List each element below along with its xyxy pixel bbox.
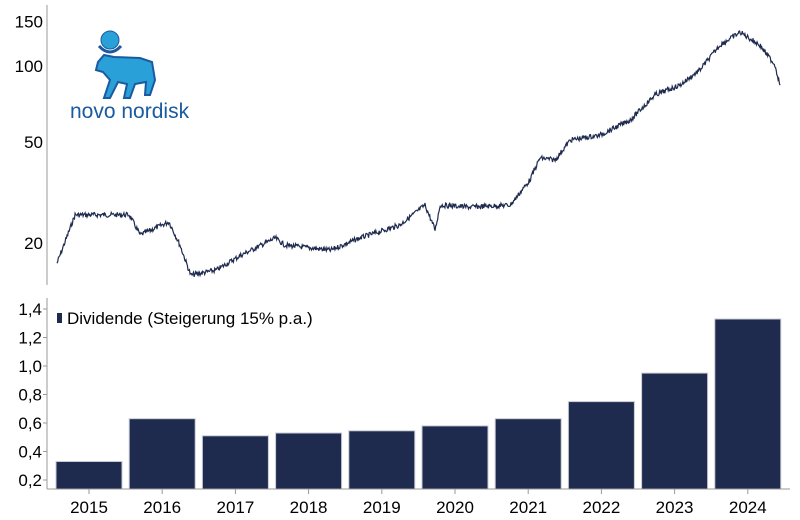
- x-tick-label: 2020: [436, 498, 474, 517]
- bar-2017: [201, 435, 269, 490]
- bar-2023: [641, 372, 709, 490]
- y-tick-label: 1,4: [18, 300, 42, 319]
- x-tick-label: 2016: [143, 498, 181, 517]
- y-tick-label: 150: [15, 12, 43, 31]
- bar-2019: [348, 430, 416, 490]
- novo-nordisk-logo: novo nordisk: [70, 30, 190, 123]
- y-tick-label: 1,0: [18, 357, 42, 376]
- y-tick-label: 0,4: [18, 443, 42, 462]
- bar-2018: [275, 432, 343, 490]
- y-tick-label: 100: [15, 57, 43, 76]
- y-tick-label: 20: [24, 234, 43, 253]
- stock-price-chart: 20 50 100 150: [15, 5, 781, 285]
- bar-2015: [55, 461, 123, 490]
- dividend-bar-chart: 0,2 0,4 0,6 0,8 1,0 1,2 1,4 2015 2016 2017 2018 20…: [18, 298, 790, 517]
- x-tick-label: 2015: [70, 498, 108, 517]
- x-tick-label: 2023: [656, 498, 694, 517]
- legend-swatch: [57, 313, 62, 323]
- y-tick-label: 1,2: [18, 329, 42, 348]
- bar-2024: [714, 318, 782, 490]
- price-line: [56, 30, 781, 278]
- y-tick-label: 0,6: [18, 414, 42, 433]
- x-tick-label: 2019: [363, 498, 401, 517]
- bar-2022: [567, 401, 635, 490]
- bar-2016: [128, 418, 196, 490]
- x-tick-label: 2022: [582, 498, 620, 517]
- legend-label: Dividende (Steigerung 15% p.a.): [67, 309, 313, 328]
- x-tick-label: 2018: [290, 498, 328, 517]
- y-tick-label: 0,2: [18, 471, 42, 490]
- y-tick-label: 0,8: [18, 386, 42, 405]
- bar-2021: [494, 418, 562, 490]
- x-tick-label: 2017: [216, 498, 254, 517]
- y-tick-label: 50: [24, 133, 43, 152]
- x-tick-label: 2024: [729, 498, 767, 517]
- x-tick-label: 2021: [509, 498, 547, 517]
- bar-2020: [421, 425, 489, 490]
- logo-text: novo nordisk: [70, 100, 190, 123]
